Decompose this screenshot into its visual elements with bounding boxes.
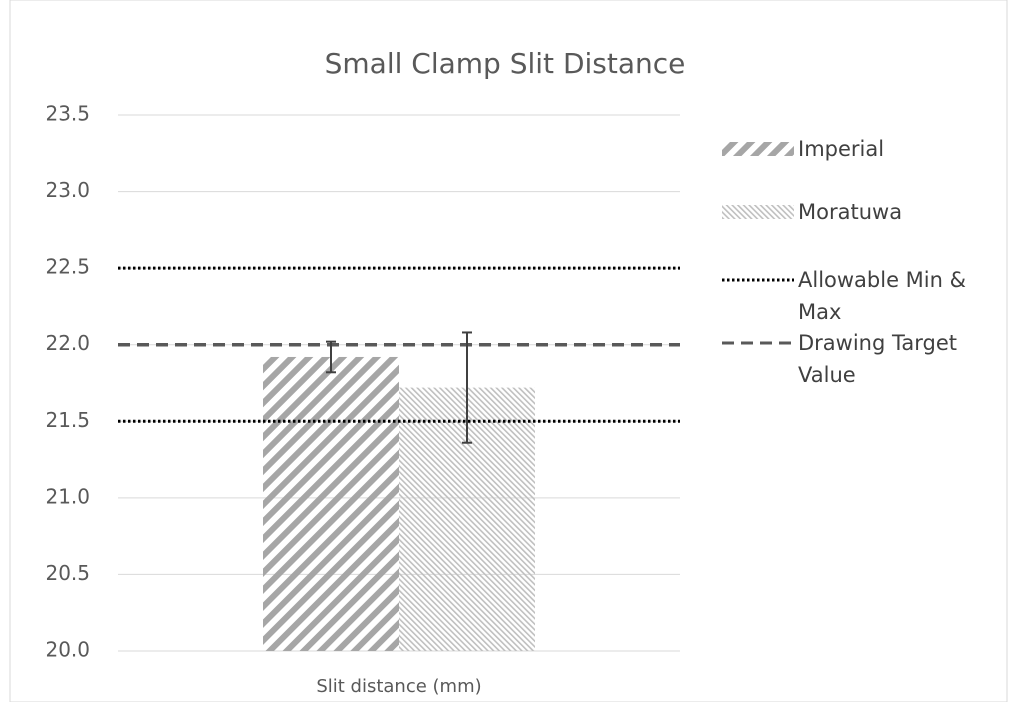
y-tick-label: 20.0 — [45, 638, 90, 662]
legend-swatch-fill — [722, 142, 794, 156]
y-tick-label: 22.5 — [45, 255, 90, 279]
legend-label: Allowable Min & Max — [798, 268, 966, 324]
legend-entry: Imperial — [722, 133, 1003, 165]
bar — [263, 356, 399, 651]
y-tick-label: 23.5 — [45, 102, 90, 126]
y-tick-label: 22.0 — [45, 331, 90, 355]
legend-swatch — [722, 142, 794, 156]
legend-swatch-fill — [722, 205, 794, 219]
chart-title: Small Clamp Slit Distance — [325, 47, 686, 80]
y-tick-label: 21.0 — [45, 484, 90, 508]
legend-label: Imperial — [798, 137, 885, 161]
legend-label: Drawing Target Value — [798, 331, 957, 387]
y-tick-label: 21.5 — [45, 408, 90, 432]
legend-swatch — [722, 278, 794, 282]
y-tick-label: 20.5 — [45, 561, 90, 585]
chart-border — [9, 0, 1008, 702]
legend-swatch — [722, 341, 794, 345]
y-tick-label: 23.0 — [45, 178, 90, 202]
legend-swatch — [722, 205, 794, 219]
legend-entry: Drawing Target Value — [722, 327, 1003, 391]
legend-entry: Allowable Min & Max — [722, 264, 1003, 328]
x-tick-label: Slit distance (mm) — [316, 676, 481, 697]
error-bar — [462, 331, 472, 444]
legend-label: Moratuwa — [798, 200, 903, 224]
legend-entry: Moratuwa — [722, 196, 1003, 228]
error-bar — [326, 340, 336, 374]
